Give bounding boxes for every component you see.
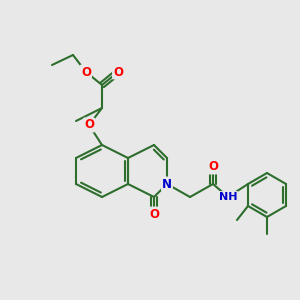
Text: O: O (208, 160, 218, 173)
Text: O: O (84, 118, 94, 131)
Text: O: O (113, 65, 123, 79)
Text: NH: NH (219, 192, 237, 202)
Text: N: N (162, 178, 172, 190)
Text: O: O (149, 208, 159, 220)
Text: O: O (81, 65, 91, 79)
